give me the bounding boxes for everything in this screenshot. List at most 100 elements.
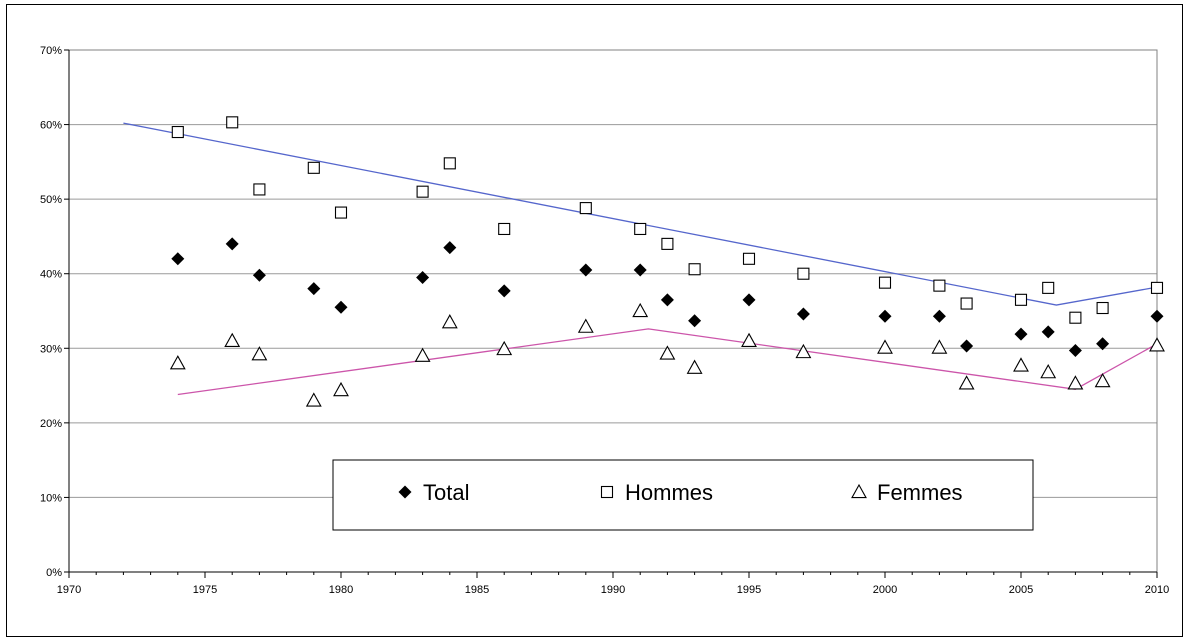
- marks-layer: [169, 116, 1165, 407]
- series-total: [171, 237, 1164, 358]
- femmes-point: [441, 314, 458, 329]
- femmes-point: [414, 347, 431, 362]
- y-tick-label: 60%: [40, 120, 62, 132]
- x-tick-label: 1990: [601, 584, 625, 596]
- hommes-point: [416, 185, 429, 198]
- hommes-point: [1096, 301, 1109, 315]
- hommes-point: [1069, 311, 1082, 324]
- hommes-point: [334, 206, 348, 219]
- series-hommes: [171, 116, 1164, 324]
- hommes-point: [579, 202, 592, 215]
- femmes-point: [659, 345, 676, 360]
- total-point: [1014, 327, 1028, 341]
- hommes-point: [171, 125, 184, 139]
- y-tick-label: 70%: [40, 45, 62, 57]
- hommes-point: [253, 183, 266, 196]
- y-tick-label: 30%: [40, 343, 62, 355]
- femmes-legend-marker: [851, 483, 867, 499]
- femmes-point: [1040, 364, 1057, 379]
- total-point: [334, 300, 348, 314]
- hommes-point: [307, 161, 320, 174]
- legend-item-hommes: Hommes: [600, 480, 713, 505]
- axis-layer: 0% 10% 20% 30% 40% 50% 60% 70% 1970 1975 1980 1985 1…: [40, 45, 1169, 596]
- total-point: [443, 241, 457, 255]
- hommes-point: [960, 297, 973, 310]
- hommes-point: [443, 157, 456, 170]
- total-point: [252, 268, 266, 282]
- total-point: [416, 270, 430, 284]
- femmes-point: [931, 339, 948, 354]
- hommes-point: [661, 237, 674, 250]
- x-tick-label: 1985: [465, 584, 489, 596]
- total-point: [579, 263, 593, 277]
- femmes-point: [1094, 372, 1111, 388]
- legend-label: Total: [423, 480, 469, 505]
- total-point: [878, 309, 892, 323]
- y-tick-label: 10%: [40, 492, 62, 504]
- hommes-point: [933, 279, 946, 292]
- total-legend-marker: [398, 485, 412, 499]
- total-point: [660, 293, 674, 307]
- total-point: [932, 309, 946, 323]
- legend-label: Femmes: [877, 480, 963, 505]
- trend-line-hommes: [123, 122, 1158, 306]
- legend-box: [332, 459, 1034, 531]
- x-tick-label: 1980: [329, 584, 353, 596]
- x-tick-label: 1970: [57, 584, 81, 596]
- total-point: [307, 282, 321, 296]
- y-tick-label: 50%: [40, 194, 62, 206]
- legend-item-femmes: Femmes: [851, 480, 963, 505]
- femmes-point: [632, 302, 649, 318]
- total-point: [796, 307, 810, 321]
- hommes-point: [1150, 281, 1164, 294]
- femmes-point: [224, 332, 241, 347]
- femmes-point: [496, 340, 513, 356]
- total-point: [688, 314, 702, 328]
- chart-frame: 0% 10% 20% 30% 40% 50% 60% 70% 1970 1975 1980 1985 1…: [6, 4, 1183, 637]
- y-tick-label: 0%: [46, 567, 62, 579]
- hommes-point: [878, 276, 892, 289]
- femmes-point: [958, 375, 975, 390]
- x-tick-label: 1975: [193, 584, 217, 596]
- femmes-point: [333, 381, 349, 397]
- hommes-point: [688, 263, 701, 276]
- femmes-point: [1013, 357, 1029, 372]
- femmes-point: [169, 355, 186, 370]
- hommes-point: [742, 252, 756, 265]
- hommes-point: [634, 222, 647, 236]
- total-point: [1150, 309, 1164, 323]
- chart-svg: 0% 10% 20% 30% 40% 50% 60% 70% 1970 1975 1980 1985 1…: [40, 45, 1169, 596]
- grid-layer: [69, 124, 1157, 498]
- total-point: [1041, 325, 1055, 339]
- femmes-point: [877, 339, 893, 354]
- legend-label: Hommes: [625, 480, 713, 505]
- y-tick-label: 20%: [40, 418, 62, 430]
- total-point: [742, 293, 756, 307]
- legend: Total Hommes Femmes: [332, 459, 1034, 531]
- total-point: [1096, 337, 1110, 351]
- hommes-point: [226, 116, 239, 129]
- hommes-legend-marker: [600, 485, 614, 499]
- x-tick-label: 2010: [1145, 584, 1169, 596]
- femmes-point: [577, 318, 594, 333]
- x-tick-label: 2005: [1009, 584, 1033, 596]
- femmes-point: [1067, 375, 1084, 390]
- x-tick-label: 1995: [737, 584, 761, 596]
- total-point: [633, 263, 647, 277]
- femmes-point: [251, 346, 268, 361]
- total-point: [960, 339, 974, 353]
- legend-item-total: Total: [398, 480, 469, 505]
- y-tick-label: 40%: [40, 269, 62, 281]
- trend-layer: [123, 122, 1158, 396]
- hommes-point: [1014, 293, 1028, 306]
- hommes-point: [1042, 281, 1055, 294]
- total-point: [171, 252, 185, 266]
- femmes-point: [795, 343, 812, 359]
- total-point: [497, 284, 511, 298]
- series-femmes: [169, 302, 1165, 407]
- femmes-point: [305, 392, 322, 407]
- femmes-point: [1149, 337, 1165, 352]
- femmes-point: [686, 359, 703, 374]
- hommes-point: [498, 222, 511, 236]
- total-point: [225, 237, 239, 251]
